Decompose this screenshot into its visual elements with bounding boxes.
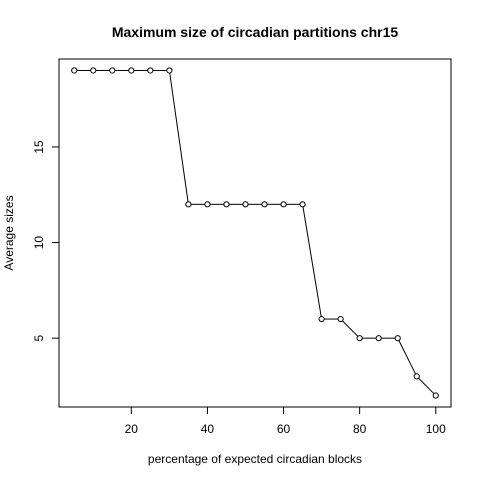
data-point <box>223 201 230 208</box>
data-point <box>413 373 420 380</box>
data-point <box>280 201 287 208</box>
y-tick-label: 15 <box>32 140 46 154</box>
y-axis-label: Average sizes <box>2 195 16 270</box>
data-point <box>337 315 344 323</box>
data-point <box>375 335 382 342</box>
plot-area-frame <box>58 58 452 408</box>
x-tick-label: 40 <box>201 422 215 436</box>
data-point <box>185 201 192 208</box>
data-point <box>356 335 363 342</box>
data-point <box>128 67 135 74</box>
series-line-segment <box>398 340 417 375</box>
data-point <box>432 392 439 399</box>
data-point <box>71 67 78 74</box>
chart-title: Maximum size of circadian partitions chr… <box>112 24 399 40</box>
series-line-segment <box>302 206 322 317</box>
x-tick-label: 80 <box>353 422 367 436</box>
x-tick-label: 60 <box>277 422 291 436</box>
series-layer <box>71 67 439 399</box>
x-tick-label: 20 <box>125 422 139 436</box>
y-tick-label: 10 <box>32 236 46 250</box>
data-point <box>261 201 268 208</box>
data-point <box>299 201 306 208</box>
data-point <box>90 67 97 74</box>
x-tick-label: 100 <box>426 422 446 436</box>
data-point <box>166 67 173 74</box>
x-axis: 20 40 60 80 100 <box>125 406 446 436</box>
series-line-segment <box>418 377 435 395</box>
data-point <box>394 335 401 342</box>
series-line-segment <box>169 72 189 202</box>
series-line-segment <box>342 320 359 337</box>
data-point <box>109 67 116 74</box>
data-point <box>204 201 211 208</box>
y-axis: 5 10 15 <box>32 140 60 342</box>
data-point <box>242 201 249 208</box>
data-point <box>147 67 154 74</box>
data-point <box>318 315 325 323</box>
y-tick-label: 5 <box>32 335 46 342</box>
x-axis-label: percentage of expected circadian blocks <box>148 452 362 466</box>
